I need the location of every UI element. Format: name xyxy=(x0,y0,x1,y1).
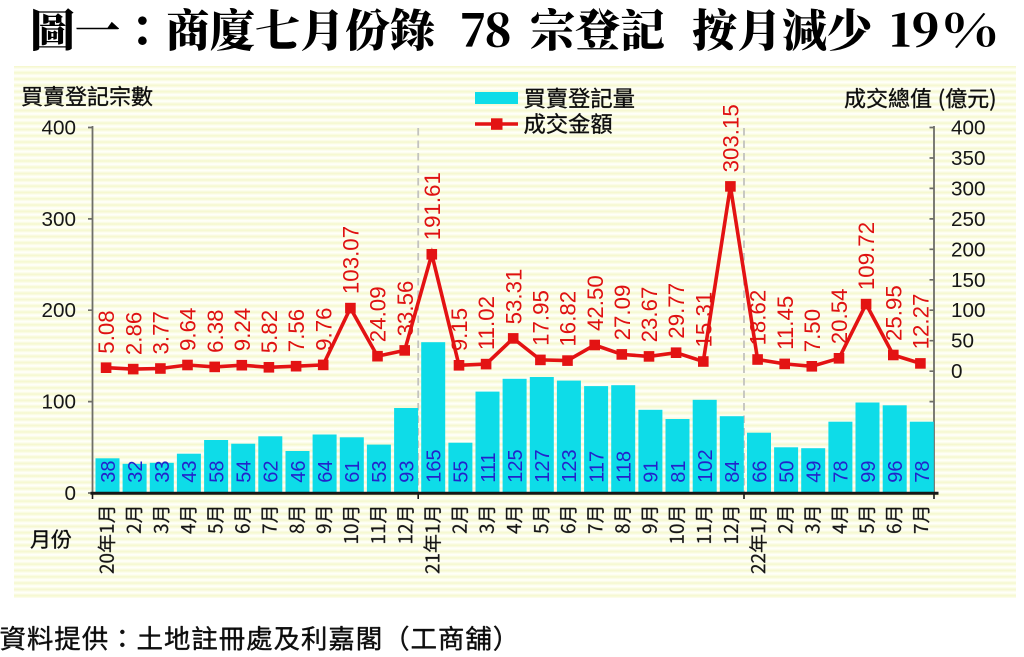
svg-text:16.82: 16.82 xyxy=(556,291,581,347)
svg-text:9.76: 9.76 xyxy=(311,307,336,350)
svg-text:6.38: 6.38 xyxy=(203,309,228,352)
svg-text:191.61: 191.61 xyxy=(420,172,445,240)
svg-text:250: 250 xyxy=(951,208,986,231)
svg-text:38: 38 xyxy=(98,461,120,483)
svg-text:9.24: 9.24 xyxy=(230,308,255,351)
svg-text:81: 81 xyxy=(668,461,690,483)
svg-text:117: 117 xyxy=(586,451,608,483)
svg-text:50: 50 xyxy=(776,461,798,483)
svg-text:54: 54 xyxy=(234,461,256,483)
svg-text:400: 400 xyxy=(41,117,76,140)
svg-text:11.02: 11.02 xyxy=(474,296,499,350)
svg-text:9.64: 9.64 xyxy=(176,308,201,351)
svg-text:58: 58 xyxy=(206,461,228,483)
svg-text:64: 64 xyxy=(315,461,337,483)
svg-text:23.67: 23.67 xyxy=(637,287,662,343)
svg-text:125: 125 xyxy=(505,449,527,482)
svg-text:25.95: 25.95 xyxy=(881,285,906,341)
svg-text:400: 400 xyxy=(951,117,986,140)
svg-text:96: 96 xyxy=(885,461,907,483)
svg-text:303.15: 303.15 xyxy=(719,104,744,172)
svg-text:111: 111 xyxy=(478,452,500,482)
svg-text:53.31: 53.31 xyxy=(501,269,526,325)
svg-text:12.27: 12.27 xyxy=(909,294,934,350)
svg-text:7.56: 7.56 xyxy=(284,309,309,352)
svg-text:49: 49 xyxy=(804,461,826,483)
svg-text:100: 100 xyxy=(41,391,76,414)
svg-text:99: 99 xyxy=(858,461,880,483)
svg-text:11.45: 11.45 xyxy=(773,296,798,350)
svg-text:109.72: 109.72 xyxy=(854,222,879,290)
svg-text:5.82: 5.82 xyxy=(257,310,282,353)
svg-text:32: 32 xyxy=(125,461,147,483)
svg-text:29.77: 29.77 xyxy=(664,283,689,339)
svg-text:66: 66 xyxy=(749,461,771,483)
svg-text:61: 61 xyxy=(342,461,364,483)
svg-text:200: 200 xyxy=(951,238,986,261)
svg-text:9.15: 9.15 xyxy=(447,308,472,351)
svg-text:43: 43 xyxy=(179,461,201,483)
svg-text:300: 300 xyxy=(951,177,986,200)
svg-text:5.08: 5.08 xyxy=(94,310,119,353)
svg-text:93: 93 xyxy=(396,461,418,483)
svg-text:100: 100 xyxy=(951,299,986,322)
svg-text:84: 84 xyxy=(722,461,744,483)
svg-text:62: 62 xyxy=(261,461,283,483)
svg-text:78: 78 xyxy=(831,461,853,483)
svg-text:165: 165 xyxy=(424,449,446,482)
svg-text:350: 350 xyxy=(951,147,986,170)
svg-text:0: 0 xyxy=(64,482,76,505)
svg-text:7.50: 7.50 xyxy=(800,309,825,352)
svg-text:17.95: 17.95 xyxy=(529,290,554,346)
svg-text:20.54: 20.54 xyxy=(827,289,852,345)
svg-text:103.07: 103.07 xyxy=(339,226,364,294)
svg-text:33: 33 xyxy=(152,461,174,483)
svg-text:42.50: 42.50 xyxy=(583,275,608,331)
svg-text:18.62: 18.62 xyxy=(746,290,771,346)
svg-text:102: 102 xyxy=(695,449,717,482)
svg-text:0: 0 xyxy=(951,360,963,383)
svg-text:200: 200 xyxy=(41,299,76,322)
svg-text:15.31: 15.31 xyxy=(691,292,716,348)
svg-text:27.09: 27.09 xyxy=(610,285,635,341)
svg-text:91: 91 xyxy=(641,461,663,483)
svg-text:150: 150 xyxy=(951,269,986,292)
svg-text:78: 78 xyxy=(912,461,934,483)
svg-text:50: 50 xyxy=(951,330,974,353)
svg-text:3.77: 3.77 xyxy=(149,311,174,354)
svg-text:2.86: 2.86 xyxy=(121,312,146,355)
svg-text:300: 300 xyxy=(41,208,76,231)
svg-text:123: 123 xyxy=(559,449,581,482)
svg-text:24.09: 24.09 xyxy=(366,286,391,342)
svg-text:118: 118 xyxy=(614,451,636,483)
svg-text:127: 127 xyxy=(532,449,554,482)
svg-text:55: 55 xyxy=(451,461,473,483)
svg-text:53: 53 xyxy=(369,461,391,483)
svg-text:46: 46 xyxy=(288,461,310,483)
svg-text:33.56: 33.56 xyxy=(393,281,418,337)
